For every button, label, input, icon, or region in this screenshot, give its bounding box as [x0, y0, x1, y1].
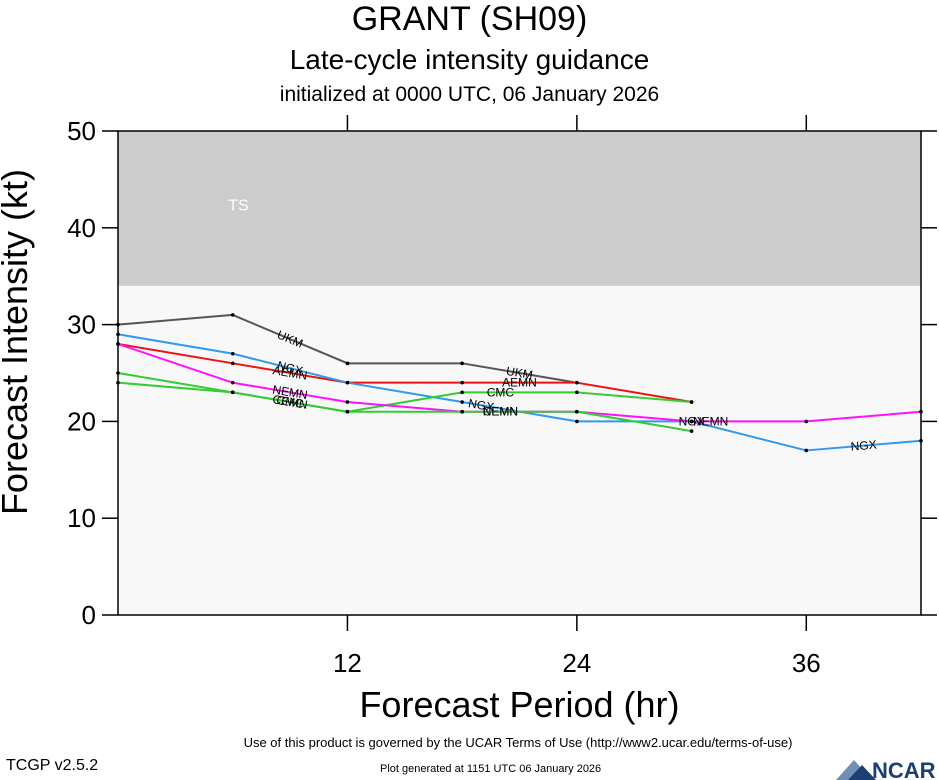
series-label-ukm: UKM [505, 364, 534, 382]
series-label-nemn: NEMN [483, 405, 518, 419]
y-tick-label: 30 [67, 310, 96, 340]
data-point-cemn [345, 409, 350, 414]
chart-title: GRANT (SH09) [351, 0, 588, 38]
data-point-ukm [345, 361, 350, 366]
x-tick-label: 36 [792, 648, 821, 678]
x-tick-label: 12 [333, 648, 362, 678]
init-time: initialized at 0000 UTC, 06 January 2026 [279, 83, 660, 106]
plot-frame [117, 130, 922, 616]
y-tick-label: 40 [67, 213, 96, 243]
series-label-aemn: AEMN [502, 376, 537, 390]
series-label-ngx: NGX [467, 396, 495, 414]
data-point-ngx [345, 380, 350, 385]
y-tick-label: 20 [67, 406, 96, 436]
data-point-nemn [345, 400, 350, 404]
series-label-nemn: NEMN [271, 383, 308, 403]
series-label-cemn: CEMN [483, 405, 518, 419]
data-point-nemn [804, 419, 809, 424]
terms-of-use: Use of this product is governed by the U… [243, 735, 793, 750]
data-point-aemn [230, 361, 235, 366]
data-point-cemn [460, 409, 464, 414]
ncar-logo: NCAR [836, 758, 936, 780]
series-label-cmc: CMC [275, 393, 305, 411]
version-label: TCGP v2.5.2 [6, 757, 99, 774]
data-point-ukm [460, 361, 464, 366]
data-point-ngx [575, 419, 579, 424]
series-line-cemn [117, 381, 692, 433]
x-tick-label: 24 [562, 648, 591, 678]
data-point-aemn [460, 380, 464, 385]
series-label-cmc: CMC [487, 385, 515, 399]
y-tick-label: 0 [82, 600, 96, 630]
data-point-cemn [575, 409, 579, 414]
band-label-ts: TS [228, 198, 248, 215]
data-point-aemn [575, 380, 579, 385]
series-label-ngx: NGX [850, 438, 877, 454]
series-label-ngx: NGX [679, 414, 705, 428]
band-ts [118, 131, 921, 286]
x-axis-label: Forecast Period (hr) [359, 684, 680, 725]
y-tick-label: 50 [67, 116, 96, 146]
data-point-nemn [689, 419, 694, 424]
generated-time: Plot generated at 1151 UTC 06 January 20… [380, 763, 602, 775]
y-tick-label: 10 [67, 503, 96, 533]
data-point-cmc [689, 400, 694, 404]
data-point-ukm [230, 313, 235, 317]
data-point-nemn [230, 380, 235, 385]
data-point-cmc [460, 390, 464, 395]
data-point-ngx [460, 400, 464, 404]
series-label-aemn: AEMN [272, 363, 309, 383]
data-point-ngx [230, 351, 235, 356]
series-label-ngx: NGX [276, 358, 305, 378]
chart-subtitle: Late-cycle intensity guidance [289, 44, 650, 75]
data-point-cmc [575, 390, 579, 395]
y-axis-label: Forecast Intensity (kt) [0, 168, 35, 516]
series-label-nemn: NEMN [693, 414, 728, 428]
data-point-cemn [230, 390, 235, 395]
series-label-cemn: CEMN [271, 392, 308, 412]
series-line-aemn [117, 342, 692, 404]
series-line-cmc [117, 372, 692, 413]
data-point-ngx [804, 448, 809, 453]
data-point-cemn [689, 429, 694, 433]
logo-text: NCAR [872, 758, 936, 780]
